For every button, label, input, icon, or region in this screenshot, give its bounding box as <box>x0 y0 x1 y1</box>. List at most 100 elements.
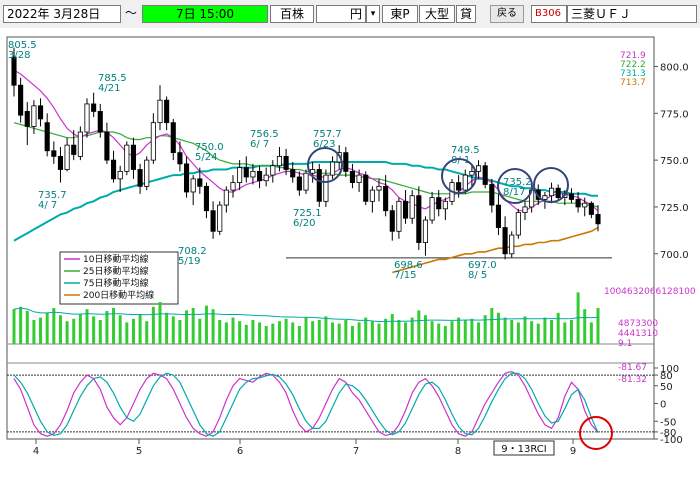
annotation-date: 8/ 5 <box>468 270 487 281</box>
candle <box>276 155 283 167</box>
candle <box>502 227 508 255</box>
volume-bar <box>125 322 129 344</box>
candle <box>409 195 415 219</box>
volume-bar <box>317 320 321 344</box>
rci-tick-label: 80 <box>660 371 673 382</box>
volume-bar <box>244 324 248 344</box>
volume-bar <box>377 323 381 344</box>
ma-readout: 731.3 <box>620 69 646 79</box>
annotation-price: 697.0 <box>468 260 497 271</box>
candle <box>356 174 362 184</box>
volume-bar <box>19 306 23 344</box>
candle <box>263 174 269 182</box>
candle <box>548 187 555 197</box>
candle <box>203 185 210 212</box>
candle <box>24 111 30 127</box>
rci-title: 9・13RCI <box>501 444 546 455</box>
month-label: 5 <box>136 446 142 457</box>
candle <box>243 167 249 178</box>
annotation-date: 4/21 <box>98 83 120 94</box>
rci-tick-label: -100 <box>660 435 683 446</box>
volume-bar <box>510 320 514 344</box>
volume-bar <box>138 314 142 344</box>
volume-bar <box>112 308 116 344</box>
highlight-circle <box>533 167 569 203</box>
volume-bar <box>277 321 281 344</box>
annotation-price: 805.5 <box>8 40 37 51</box>
annotation-date: 6/23 <box>313 139 335 150</box>
annotation-date: 4/ 7 <box>38 200 57 211</box>
unit-label: 百株 <box>270 5 314 23</box>
candle <box>522 206 528 213</box>
annotation-price: 735.7 <box>38 190 67 201</box>
candle <box>18 84 24 116</box>
volume-bar <box>165 312 169 344</box>
price-tick-label: 750.0 <box>660 156 689 167</box>
volume-bar <box>158 302 162 344</box>
candle <box>190 178 196 193</box>
highlight-circle <box>441 158 477 194</box>
annotation-price: 725.1 <box>293 208 322 219</box>
volume-bar <box>311 321 315 344</box>
candle <box>323 174 329 202</box>
price-tick-label: 800.0 <box>660 62 689 73</box>
start-date-field[interactable]: 2022年 3月28日 <box>3 5 121 23</box>
candle <box>217 204 223 232</box>
volume-bar <box>131 318 135 344</box>
volume-bar <box>178 320 182 344</box>
volume-bar <box>105 311 109 344</box>
volume-bar <box>596 308 600 344</box>
back-button[interactable]: 戻る <box>490 5 524 23</box>
annotation-price: 708.2 <box>178 246 207 257</box>
stock-code-field[interactable]: B306 <box>531 5 567 23</box>
chevron-down-icon[interactable]: ▾ <box>366 5 380 23</box>
volume-readout: 4441310 <box>618 329 658 339</box>
candle <box>475 165 482 172</box>
annotation-date: 6/ 7 <box>250 139 269 150</box>
candle <box>429 197 435 221</box>
volume-bar <box>483 315 487 344</box>
candle <box>303 172 309 191</box>
volume-bar <box>39 317 43 344</box>
candle <box>389 210 395 232</box>
size-label: 大型 <box>419 5 455 23</box>
legend-label: 75日移動平均線 <box>83 277 148 289</box>
rci-title-box <box>493 440 555 456</box>
rci-tick-label: -50 <box>660 417 676 428</box>
volume-bar <box>523 316 527 344</box>
annotation-date: 5/24 <box>195 152 217 163</box>
candle <box>489 184 495 206</box>
candle <box>250 170 256 178</box>
volume-bar <box>450 321 454 344</box>
rci-line <box>13 372 599 437</box>
candle <box>283 155 289 170</box>
legend-label: 200日移動平均線 <box>83 289 154 301</box>
candle <box>170 122 176 154</box>
legend-label: 10日移動平均線 <box>83 253 148 265</box>
volume-bar <box>198 318 202 344</box>
candle <box>296 176 302 191</box>
volume-bar <box>52 308 56 344</box>
volume-bar <box>576 292 580 344</box>
month-label: 9 <box>570 446 576 457</box>
annotation-date: 3/28 <box>8 50 30 61</box>
volume-bar <box>72 318 76 344</box>
candle <box>124 144 130 172</box>
volume-readout: 9.1 <box>618 339 632 349</box>
candle <box>469 170 475 176</box>
volume-bar <box>251 320 255 344</box>
candle <box>150 122 156 161</box>
candle <box>515 212 521 236</box>
volume-bar <box>550 320 554 344</box>
volume-bar <box>536 323 540 344</box>
ma200-line <box>392 226 599 274</box>
volume-bar <box>423 315 427 344</box>
period-field[interactable]: 7日 15:00 <box>142 5 268 23</box>
candle <box>436 197 442 210</box>
rci-readout: -81.32 <box>618 375 647 385</box>
volume-bar <box>284 318 288 344</box>
month-label: 6 <box>237 446 243 457</box>
currency-select[interactable]: 円 <box>316 5 366 23</box>
annotation-date: 6/20 <box>293 218 315 229</box>
